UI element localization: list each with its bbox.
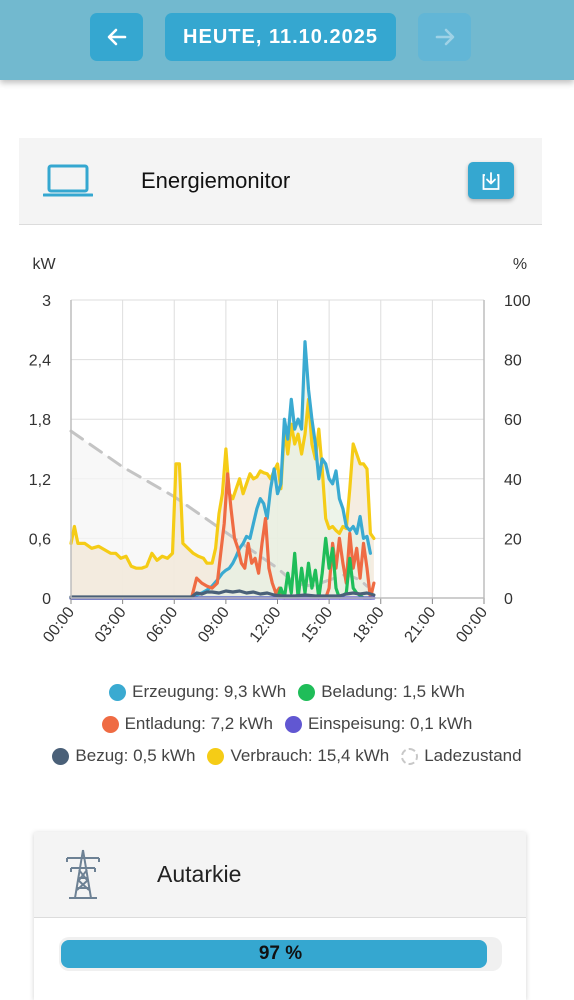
legend-row: Erzeugung: 9,3 kWh Beladung: 1,5 kWh xyxy=(0,676,574,708)
arrow-right-icon xyxy=(435,28,454,46)
legend-label: Bezug: 0,5 kWh xyxy=(75,746,196,765)
download-icon xyxy=(482,171,500,190)
series-bezug-line xyxy=(69,589,376,599)
legend-swatch xyxy=(52,747,70,765)
series-erzeugung-area xyxy=(71,341,371,598)
download-button[interactable] xyxy=(468,162,514,199)
x-tick-label: 12:00 xyxy=(247,604,285,646)
x-tick-label: 06:00 xyxy=(143,604,181,646)
date-selector-button[interactable]: HEUTE, 11.10.2025 xyxy=(165,13,396,61)
legend-row: Bezug: 0,5 kWh Verbrauch: 15,4 kWh Ladezus… xyxy=(0,740,574,772)
legend-swatch xyxy=(109,683,127,701)
x-tick-label: 15:00 xyxy=(298,604,336,646)
autarkie-card: Autarkie 97 % xyxy=(34,832,526,1000)
series-beladung-line xyxy=(69,536,374,600)
y-tick-label: 0,6 xyxy=(29,531,51,548)
x-tick-label: 03:00 xyxy=(92,604,130,646)
energy-chart: kW % 3 100 2,4 80 1,8 60 1,2 40 0,6 20 0 0 00:00 03:0… xyxy=(0,240,574,660)
legend-label: Einspeisung: 0,1 kWh xyxy=(307,714,473,733)
y-tick-label: 1,8 xyxy=(29,412,51,429)
legend-label: Erzeugung: 9,3 kWh xyxy=(132,682,287,701)
y2-tick-label: 40 xyxy=(504,472,522,489)
legend-swatch xyxy=(284,715,302,733)
y2-tick-label: 80 xyxy=(504,353,522,370)
legend-row: Entladung: 7,2 kWh Einspeisung: 0,1 kWh xyxy=(0,708,574,740)
series-ladezustand-area xyxy=(71,431,367,598)
laptop-icon xyxy=(43,164,93,197)
next-day-button xyxy=(418,13,471,61)
y2-axis-unit-label: % xyxy=(513,256,527,273)
x-tick-label: 21:00 xyxy=(401,604,439,646)
previous-day-button[interactable] xyxy=(90,13,143,61)
y2-tick-label: 0 xyxy=(504,591,513,608)
date-label: HEUTE, 11.10.2025 xyxy=(183,25,378,48)
legend-swatch xyxy=(401,747,419,765)
legend-item[interactable]: Beladung: 1,5 kWh xyxy=(298,682,465,702)
autarkie-title: Autarkie xyxy=(157,861,242,887)
arrow-left-icon xyxy=(107,28,126,46)
legend-label: Verbrauch: 15,4 kWh xyxy=(230,746,390,765)
energy-monitor-title: Energiemonitor xyxy=(141,168,291,193)
legend-label: Entladung: 7,2 kWh xyxy=(124,714,273,733)
series-erzeugung-line xyxy=(69,340,372,600)
y2-tick-label: 100 xyxy=(504,293,531,310)
autarkie-progress-label: 97 % xyxy=(258,943,303,964)
x-tick-label: 18:00 xyxy=(350,604,388,646)
legend-item[interactable]: Verbrauch: 15,4 kWh xyxy=(207,746,389,766)
y-tick-label: 2,4 xyxy=(29,353,51,370)
energy-monitor-header: Energiemonitor xyxy=(19,138,542,225)
y-tick-label: 0 xyxy=(42,591,51,608)
y2-tick-label: 60 xyxy=(504,412,522,429)
legend-label: Ladezustand xyxy=(424,746,522,765)
y-axis-unit-label: kW xyxy=(32,256,56,273)
y2-tick-label: 20 xyxy=(504,531,522,548)
y-tick-label: 3 xyxy=(42,293,51,310)
legend-swatch xyxy=(298,683,316,701)
series-entladung-line xyxy=(69,472,376,600)
legend-swatch xyxy=(207,747,225,765)
legend-item[interactable]: Ladezustand xyxy=(401,746,522,766)
legend-item[interactable]: Bezug: 0,5 kWh xyxy=(52,746,195,766)
chart-legend: Erzeugung: 9,3 kWh Beladung: 1,5 kWh Entla… xyxy=(0,676,574,772)
power-tower-icon xyxy=(66,849,100,899)
y-tick-label: 1,2 xyxy=(29,472,51,489)
autarkie-progress-fill xyxy=(61,940,487,968)
x-tick-label: 09:00 xyxy=(195,604,233,646)
autarkie-header: Autarkie xyxy=(34,832,526,918)
legend-item[interactable]: Entladung: 7,2 kWh xyxy=(101,714,273,734)
series-verbrauch-line xyxy=(69,397,376,570)
autarkie-progress-bar: 97 % xyxy=(59,937,502,971)
top-bar: HEUTE, 11.10.2025 xyxy=(0,0,574,80)
legend-item[interactable]: Einspeisung: 0,1 kWh xyxy=(284,714,473,734)
x-tick-label: 00:00 xyxy=(453,604,491,646)
x-tick-label: 00:00 xyxy=(40,604,78,646)
legend-item[interactable]: Erzeugung: 9,3 kWh xyxy=(109,682,286,702)
legend-swatch xyxy=(101,715,119,733)
legend-label: Beladung: 1,5 kWh xyxy=(321,682,465,701)
